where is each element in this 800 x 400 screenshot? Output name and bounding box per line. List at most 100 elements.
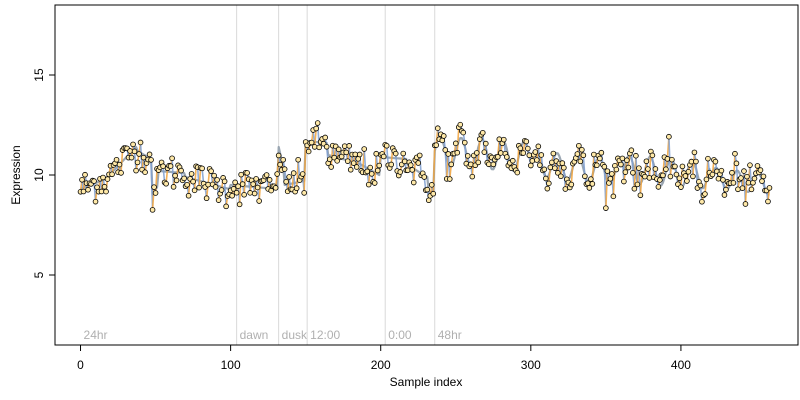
data-point [580, 152, 587, 159]
y-tick-label: 5 [32, 271, 46, 278]
data-point [274, 171, 280, 177]
data-point [323, 143, 330, 150]
data-point [361, 146, 368, 152]
data-point [628, 147, 635, 153]
point-layer [77, 120, 773, 213]
data-point [299, 171, 306, 177]
data-point [504, 154, 510, 160]
data-point [597, 155, 603, 162]
data-point [140, 154, 147, 161]
data-point [457, 121, 464, 128]
data-point [464, 153, 471, 159]
data-point [169, 155, 175, 162]
data-point [520, 150, 527, 156]
data-point [446, 176, 453, 182]
data-point [440, 133, 447, 139]
data-point [311, 144, 318, 150]
data-point [191, 187, 198, 194]
data-segment [732, 153, 736, 183]
annotation-label: 0:00 [388, 328, 412, 342]
data-point [621, 178, 627, 185]
data-point [475, 159, 482, 166]
data-point [733, 160, 740, 167]
data-point [104, 176, 111, 182]
data-point [133, 167, 139, 174]
data-segment [313, 128, 317, 147]
data-point [113, 156, 120, 163]
annotation-label: dawn [240, 328, 269, 342]
data-point [652, 166, 659, 172]
data-point [672, 163, 678, 170]
x-tick-label: 100 [221, 358, 241, 372]
data-point [715, 175, 722, 182]
data-point [356, 151, 363, 158]
data-point [128, 154, 135, 161]
data-point [313, 125, 319, 132]
data-point [203, 195, 210, 202]
data-point [669, 156, 675, 163]
data-point [100, 174, 106, 181]
data-point [281, 166, 288, 172]
data-point [688, 158, 695, 165]
data-point [101, 183, 108, 190]
data-point [178, 167, 184, 174]
data-point [760, 173, 767, 180]
data-point [747, 162, 753, 168]
data-point [598, 149, 605, 156]
data-point [534, 157, 540, 163]
data-point [757, 167, 764, 173]
data-point [481, 149, 488, 155]
data-point [544, 185, 551, 192]
data-point [277, 161, 283, 168]
data-point [388, 161, 395, 168]
data-point [702, 191, 708, 197]
data-point [630, 169, 636, 176]
data-point [490, 161, 497, 168]
data-point [568, 181, 575, 188]
data-point [283, 178, 289, 185]
data-point [448, 161, 455, 168]
data-point [637, 192, 644, 199]
data-point [643, 158, 650, 165]
data-point [720, 177, 726, 183]
data-point [744, 173, 750, 180]
data-point [585, 180, 591, 187]
data-point [221, 178, 228, 185]
data-point [510, 157, 516, 164]
data-point [365, 181, 372, 188]
data-point [137, 139, 144, 146]
data-point [167, 163, 174, 169]
data-point [469, 173, 476, 180]
data-point [682, 173, 689, 179]
data-point [416, 152, 423, 159]
data-point [591, 151, 597, 158]
data-point [254, 184, 261, 191]
data-point [633, 152, 639, 159]
data-point [253, 176, 259, 182]
data-point [732, 150, 738, 157]
data-point [131, 148, 138, 155]
data-point [741, 168, 747, 174]
data-point [589, 181, 596, 187]
data-point [188, 171, 195, 177]
data-segment [216, 179, 220, 201]
data-point [142, 169, 148, 176]
data-point [301, 190, 307, 196]
data-point [525, 145, 531, 152]
data-point [368, 171, 375, 177]
data-point [428, 182, 435, 188]
data-point [730, 180, 737, 186]
data-point [742, 201, 749, 207]
data-segment [463, 142, 468, 164]
data-point [286, 174, 292, 180]
data-point [485, 161, 492, 168]
data-point [401, 158, 408, 165]
data-point [588, 176, 594, 182]
data-point [404, 167, 411, 174]
data-point [266, 177, 273, 183]
data-point [546, 180, 552, 187]
data-point [170, 184, 177, 190]
data-point [679, 163, 686, 170]
data-point [205, 181, 211, 188]
data-point [343, 149, 349, 156]
